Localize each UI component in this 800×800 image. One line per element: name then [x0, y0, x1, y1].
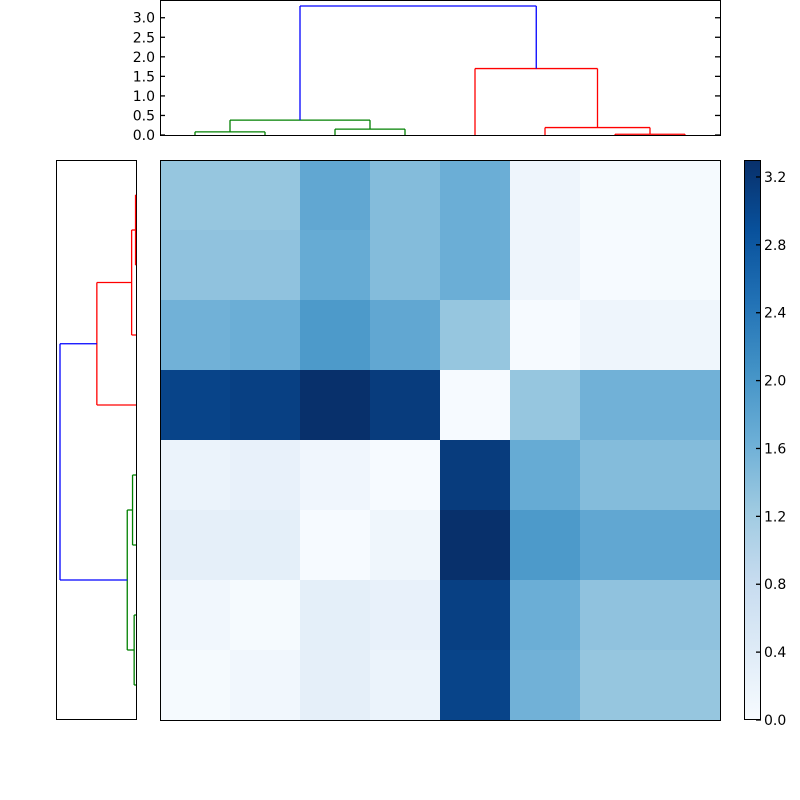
- top-dendrogram-axes: [160, 0, 721, 136]
- heatmap-cell: [160, 370, 230, 440]
- heatmap-cell: [300, 300, 370, 370]
- heatmap-cell: [230, 440, 300, 510]
- heatmap-cell: [370, 160, 440, 230]
- heatmap-cell: [650, 370, 720, 440]
- heatmap-cell: [160, 510, 230, 580]
- heatmap-cell: [650, 510, 720, 580]
- heatmap-cell: [580, 440, 650, 510]
- colorbar-tick-label: 2.4: [764, 306, 786, 322]
- heatmap-cell: [370, 440, 440, 510]
- heatmap-cell: [230, 300, 300, 370]
- colorbar-tick-label: 2.8: [764, 238, 786, 254]
- heatmap-cell: [300, 440, 370, 510]
- heatmap-cell: [230, 510, 300, 580]
- heatmap-cell: [160, 580, 230, 650]
- heatmap-cell: [580, 300, 650, 370]
- left-dendrogram-axes: [56, 160, 137, 720]
- heatmap-cell: [650, 230, 720, 300]
- colorbar-tick-label: 1.2: [764, 509, 786, 525]
- heatmap-cell: [230, 230, 300, 300]
- y-tick-label: 2.0: [133, 50, 155, 66]
- heatmap-cell: [370, 370, 440, 440]
- heatmap-cell: [300, 370, 370, 440]
- heatmap-cell: [160, 650, 230, 720]
- heatmap-cell: [370, 230, 440, 300]
- colorbar-tick-label: 0.4: [764, 645, 786, 661]
- heatmap-cell: [440, 510, 510, 580]
- heatmap: [160, 160, 720, 720]
- heatmap-cell: [230, 160, 300, 230]
- heatmap-cell: [650, 580, 720, 650]
- heatmap-cell: [650, 440, 720, 510]
- heatmap-cell: [650, 650, 720, 720]
- heatmap-frame: [160, 160, 721, 721]
- y-tick-label: 3.0: [133, 11, 155, 27]
- y-tick-label: 2.5: [133, 30, 155, 46]
- heatmap-cell: [300, 160, 370, 230]
- colorbar-tick-label: 3.2: [764, 170, 786, 186]
- heatmap-cell: [370, 300, 440, 370]
- heatmap-cell: [160, 160, 230, 230]
- heatmap-cell: [440, 580, 510, 650]
- heatmap-cell: [230, 580, 300, 650]
- heatmap-cell: [580, 160, 650, 230]
- heatmap-cell: [510, 300, 580, 370]
- heatmap-cell: [300, 230, 370, 300]
- heatmap-cell: [510, 160, 580, 230]
- heatmap-cell: [510, 440, 580, 510]
- heatmap-cell: [580, 650, 650, 720]
- heatmap-cell: [650, 300, 720, 370]
- heatmap-cell: [440, 650, 510, 720]
- y-tick-label: 1.5: [133, 69, 155, 85]
- y-tick-label: 1.0: [133, 89, 155, 105]
- heatmap-cell: [510, 580, 580, 650]
- heatmap-cell: [440, 160, 510, 230]
- colorbar-tick-label: 1.6: [764, 441, 786, 457]
- colorbar-tick-label: 0.0: [764, 713, 786, 729]
- heatmap-cell: [510, 650, 580, 720]
- heatmap-cell: [440, 300, 510, 370]
- heatmap-cell: [300, 650, 370, 720]
- heatmap-cell: [510, 510, 580, 580]
- heatmap-cell: [370, 580, 440, 650]
- colorbar-tick-label: 0.8: [764, 577, 786, 593]
- heatmap-cell: [510, 370, 580, 440]
- heatmap-cell: [300, 510, 370, 580]
- heatmap-cell: [580, 580, 650, 650]
- heatmap-cell: [580, 230, 650, 300]
- heatmap-cell: [230, 370, 300, 440]
- heatmap-cell: [160, 230, 230, 300]
- heatmap-cell: [510, 230, 580, 300]
- heatmap-cell: [370, 510, 440, 580]
- heatmap-cell: [440, 370, 510, 440]
- heatmap-cell: [440, 440, 510, 510]
- heatmap-cell: [650, 160, 720, 230]
- heatmap-cell: [580, 510, 650, 580]
- heatmap-cell: [160, 300, 230, 370]
- heatmap-cell: [230, 650, 300, 720]
- y-tick-label: 0.0: [133, 128, 155, 144]
- y-tick-label: 0.5: [133, 108, 155, 124]
- heatmap-cell: [300, 580, 370, 650]
- heatmap-cell: [440, 230, 510, 300]
- heatmap-cell: [580, 370, 650, 440]
- heatmap-cell: [160, 440, 230, 510]
- heatmap-cell: [370, 650, 440, 720]
- colorbar-tick-label: 2.0: [764, 374, 786, 390]
- colorbar: [744, 160, 761, 720]
